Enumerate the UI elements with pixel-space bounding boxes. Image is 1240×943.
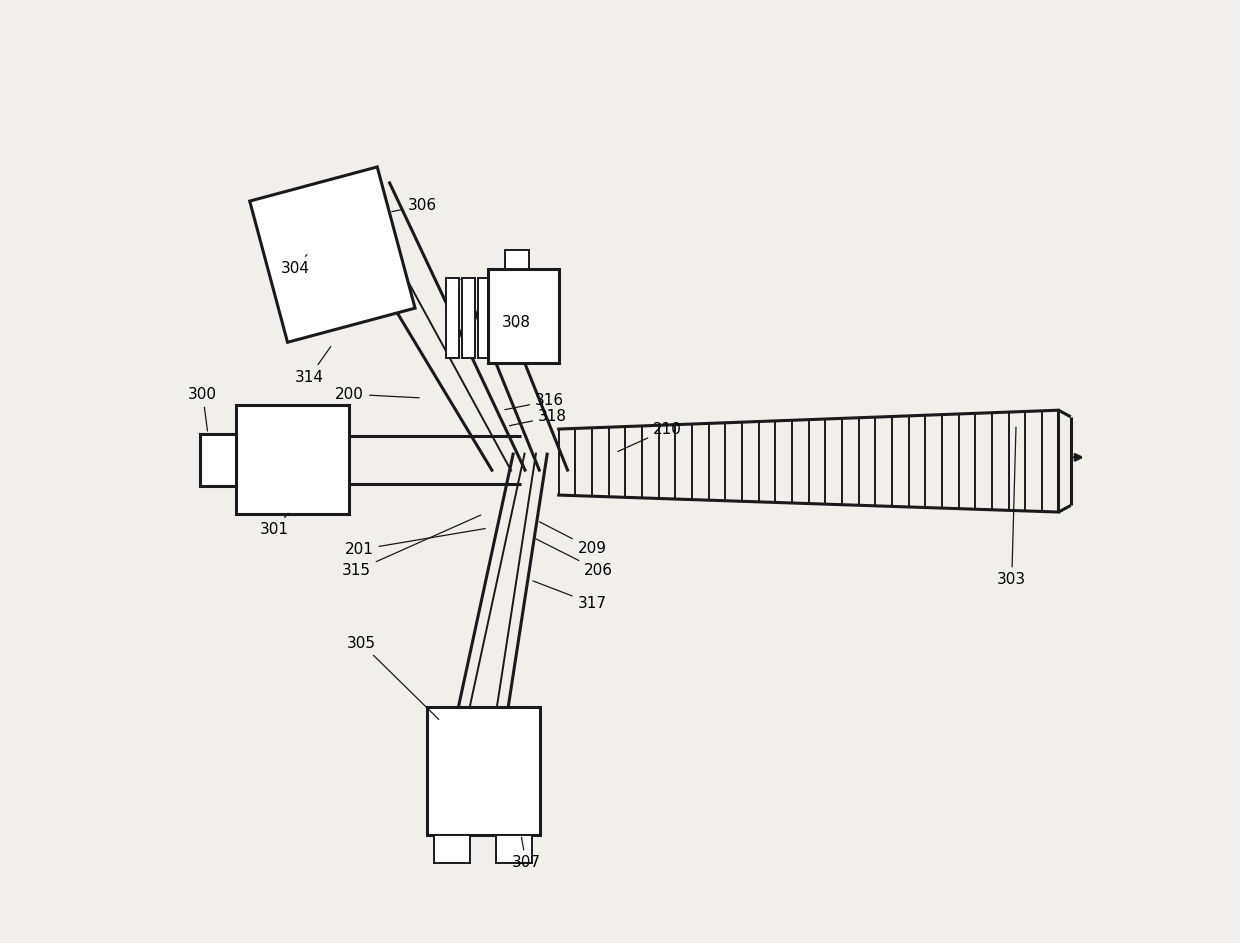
Bar (461, 278, 475, 358)
Text: 201: 201 (345, 528, 485, 557)
Text: 308: 308 (502, 315, 531, 330)
Text: 300: 300 (188, 387, 217, 431)
Bar (434, 835, 470, 863)
Text: 318: 318 (510, 409, 567, 425)
Text: 206: 206 (536, 538, 613, 578)
Bar (445, 278, 459, 358)
Text: 305: 305 (346, 636, 439, 720)
Bar (505, 250, 528, 269)
Text: 307: 307 (512, 837, 541, 870)
Text: 304: 304 (280, 255, 310, 276)
Text: 314: 314 (295, 346, 331, 385)
Text: 301: 301 (259, 513, 289, 538)
Bar (236, 405, 350, 514)
Text: 317: 317 (533, 581, 606, 611)
Text: 210: 210 (618, 422, 682, 452)
Text: 315: 315 (342, 515, 481, 578)
Bar (427, 707, 539, 835)
Text: 200: 200 (335, 387, 419, 402)
Polygon shape (249, 167, 415, 342)
Bar (496, 835, 532, 863)
Text: 306: 306 (392, 198, 436, 213)
Text: 316: 316 (505, 393, 564, 409)
Text: 209: 209 (539, 521, 606, 556)
Text: 303: 303 (997, 427, 1027, 587)
Bar (477, 278, 491, 358)
Bar (489, 269, 559, 363)
Bar (201, 434, 236, 486)
